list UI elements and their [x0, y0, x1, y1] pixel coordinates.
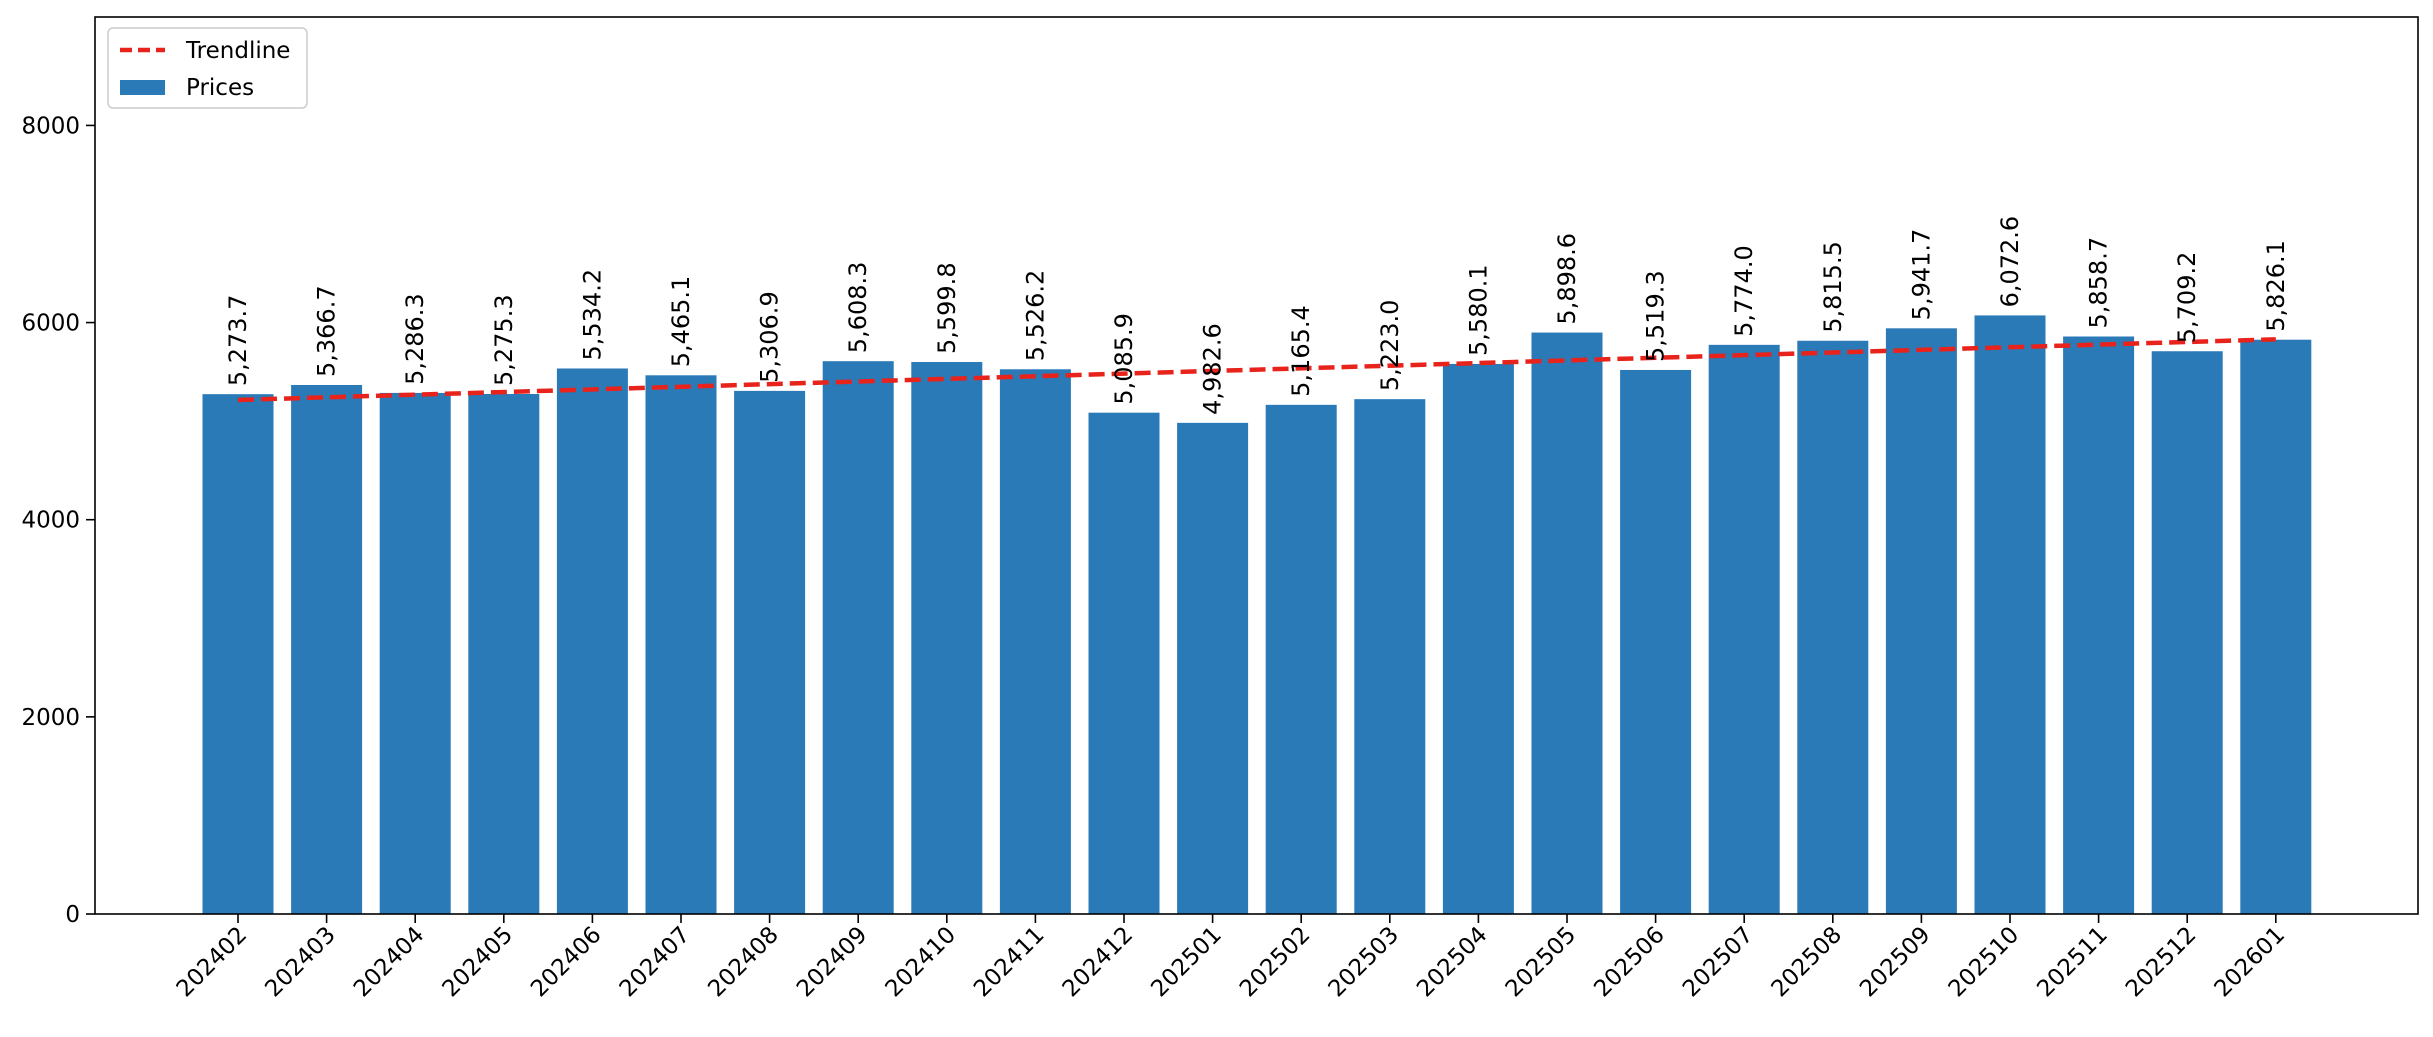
y-tick-label-2000: 2000	[21, 705, 80, 731]
bar-202509	[1885, 328, 1957, 915]
y-tick-label-4000: 4000	[21, 508, 80, 534]
data-label-202507: 5,774.0	[1730, 245, 1758, 337]
bar-202501	[1177, 422, 1249, 914]
trendline	[237, 337, 2276, 403]
y-tick-label-0: 0	[65, 902, 80, 928]
data-label-202503: 5,223.0	[1376, 300, 1404, 392]
data-label-202504: 5,580.1	[1464, 264, 1492, 356]
data-label-202406: 5,534.2	[578, 269, 606, 361]
data-labels-layer: 5,273.7 5,366.7 5,286.3 5,275.3 5,534.2 5,465…	[224, 216, 2290, 415]
bar-202410	[911, 362, 983, 914]
bar-202407	[645, 375, 717, 915]
data-label-202509: 5,941.7	[1907, 229, 1935, 321]
data-label-202412: 5,085.9	[1110, 313, 1138, 405]
bar-202404	[379, 392, 451, 914]
legend-prices-label: Prices	[186, 75, 254, 101]
bar-202409	[822, 361, 894, 914]
data-label-202501: 4,982.6	[1199, 323, 1227, 415]
bars-layer	[202, 315, 2312, 915]
legend-trendline-label: Trendline	[185, 38, 290, 64]
bar-202504	[1442, 363, 1514, 915]
bar-202511	[2063, 336, 2135, 914]
legend-prices-marker	[120, 80, 165, 95]
data-label-202601: 5,826.1	[2262, 240, 2290, 332]
data-label-202408: 5,306.9	[756, 291, 784, 383]
bar-202601	[2240, 339, 2312, 914]
bar-202508	[1797, 340, 1869, 915]
data-label-202505: 5,898.6	[1553, 233, 1581, 325]
bar-202408	[734, 390, 806, 914]
data-label-202508: 5,815.5	[1819, 241, 1847, 333]
legend: Trendline Prices	[107, 27, 308, 109]
bar-202507	[1708, 344, 1780, 914]
bar-202512	[2151, 351, 2223, 915]
plot-frame	[94, 16, 2419, 915]
bar-202405	[468, 394, 540, 915]
bar-202506	[1620, 369, 1692, 914]
data-label-202405: 5,275.3	[490, 294, 518, 386]
bar-202402	[202, 394, 274, 915]
bar-202510	[1974, 315, 2046, 914]
bar-202411	[999, 369, 1071, 915]
bar-202502	[1265, 404, 1337, 914]
bar-202412	[1088, 412, 1160, 914]
data-label-202502: 5,165.4	[1287, 305, 1315, 397]
bar-202403	[291, 384, 363, 914]
data-label-202403: 5,366.7	[313, 285, 341, 377]
data-label-202506: 5,519.3	[1642, 270, 1670, 362]
bar-202406	[556, 368, 628, 915]
bar-202503	[1354, 399, 1426, 914]
bar-202505	[1531, 332, 1603, 915]
data-label-202411: 5,526.2	[1021, 270, 1049, 362]
data-label-202409: 5,608.3	[844, 262, 872, 354]
data-label-202404: 5,286.3	[401, 293, 429, 385]
data-label-202402: 5,273.7	[224, 295, 252, 387]
data-label-202407: 5,465.1	[667, 276, 695, 368]
data-label-202512: 5,709.2	[2173, 252, 2201, 344]
y-tick-label-8000: 8000	[21, 113, 80, 139]
trendline-layer	[237, 337, 2276, 403]
data-label-202511: 5,858.7	[2085, 237, 2113, 329]
y-tick-label-6000: 6000	[21, 311, 80, 337]
data-label-202410: 5,599.8	[933, 262, 961, 354]
data-label-202510: 6,072.6	[1996, 216, 2024, 308]
